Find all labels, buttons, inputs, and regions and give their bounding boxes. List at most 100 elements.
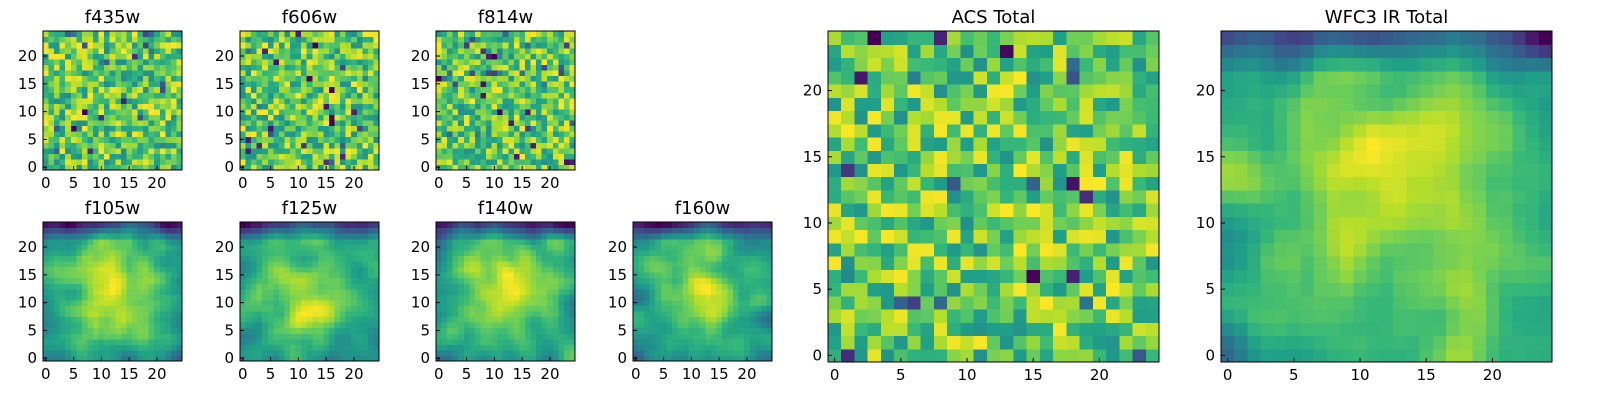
heatmap-cell — [143, 310, 150, 318]
heatmap-cell — [273, 92, 280, 99]
heatmap-cell — [306, 305, 313, 312]
heatmap-cell — [165, 255, 172, 262]
heatmap-cell — [351, 316, 358, 323]
heatmap-cell — [81, 349, 89, 357]
heatmap-cell — [317, 125, 324, 132]
heatmap-cell — [131, 238, 139, 245]
heatmap-cell — [262, 299, 269, 306]
heatmap-cell — [660, 299, 667, 306]
heatmap-cell — [1092, 189, 1107, 204]
heatmap-cell — [452, 86, 459, 93]
heatmap-cell — [290, 305, 297, 312]
heatmap-cell — [649, 299, 656, 306]
heatmap-cell — [295, 294, 302, 301]
heatmap-cell — [973, 269, 988, 284]
heatmap-cell — [267, 238, 274, 245]
heatmap-cell — [104, 136, 111, 143]
heatmap-cell — [137, 294, 144, 301]
x-tick-label: 15 — [710, 365, 729, 383]
heatmap-cell — [54, 119, 61, 127]
heatmap-cell — [480, 147, 487, 154]
heatmap-cell — [109, 222, 116, 229]
heatmap-cell — [278, 283, 286, 290]
heatmap-cell — [154, 266, 161, 273]
heatmap-cell — [563, 338, 571, 345]
heatmap-cell — [93, 283, 100, 290]
heatmap-cell — [1039, 242, 1054, 257]
heatmap-cell — [284, 349, 291, 357]
heatmap-cell — [362, 305, 369, 312]
heatmap-cell — [48, 260, 55, 268]
heatmap-cell — [633, 294, 640, 301]
heatmap-cell — [81, 114, 89, 121]
heatmap-cell — [497, 260, 504, 268]
heatmap-cell — [115, 158, 122, 166]
heatmap-cell — [109, 338, 116, 345]
heatmap-cell — [649, 255, 656, 262]
heatmap-cell — [491, 238, 498, 245]
y-tick-label: 0 — [27, 349, 37, 367]
heatmap-cell — [744, 266, 751, 273]
heatmap-cell — [362, 86, 369, 93]
heatmap-cell — [54, 333, 61, 340]
heatmap-cell — [463, 233, 470, 240]
heatmap-cell — [755, 272, 762, 279]
heatmap-cell — [109, 344, 116, 351]
heatmap-cell — [126, 305, 133, 312]
heatmap-cell — [452, 283, 459, 290]
heatmap-cell — [284, 53, 291, 60]
heatmap-cell — [345, 108, 352, 115]
heatmap-cell — [126, 114, 133, 121]
heatmap-cell — [828, 242, 842, 257]
heatmap-cell — [256, 288, 263, 295]
heatmap-cell — [558, 158, 565, 166]
heatmap-cell — [480, 277, 487, 284]
heatmap-cell — [633, 344, 640, 351]
heatmap-cell — [524, 42, 532, 49]
heatmap-cell — [328, 108, 336, 115]
heatmap-cell — [671, 288, 679, 295]
heatmap-cell — [497, 249, 504, 256]
heatmap-cell — [323, 158, 330, 166]
x-tick-label: 0 — [238, 365, 248, 383]
heatmap-cell — [486, 64, 493, 71]
heatmap-cell — [312, 222, 319, 229]
heatmap-cell — [638, 338, 645, 345]
heatmap-cell — [524, 322, 532, 329]
heatmap-cell — [469, 81, 476, 88]
heatmap-cell — [760, 349, 768, 357]
heatmap-cell — [131, 344, 139, 351]
heatmap-cell — [547, 344, 554, 351]
heatmap-cell — [458, 125, 465, 132]
heatmap-cell — [563, 249, 571, 256]
heatmap-cell — [137, 344, 144, 351]
heatmap-cell — [284, 283, 291, 290]
heatmap-cell — [159, 316, 166, 323]
heatmap-cell — [148, 153, 155, 160]
heatmap-cell — [328, 299, 336, 306]
heatmap-cell — [362, 283, 369, 290]
heatmap-cell — [148, 86, 155, 93]
heatmap-cell — [65, 249, 72, 256]
heatmap-cell — [98, 158, 105, 166]
heatmap-cell — [373, 103, 380, 110]
heatmap-cell — [176, 260, 183, 268]
heatmap-cell — [530, 294, 537, 301]
heatmap-cell — [165, 69, 172, 77]
heatmap-cell — [683, 288, 690, 295]
heatmap-cell — [1145, 229, 1160, 244]
heatmap-cell — [766, 327, 773, 334]
heatmap-cell — [154, 31, 161, 38]
heatmap-cell — [373, 36, 380, 43]
heatmap-cell — [524, 69, 532, 77]
heatmap-cell — [76, 355, 83, 362]
heatmap-cell — [367, 333, 375, 340]
heatmap-cell — [480, 64, 487, 71]
heatmap-cell — [54, 53, 61, 60]
heatmap-cell — [251, 142, 258, 149]
heatmap-cell — [120, 86, 127, 93]
x-tick-label: 5 — [659, 365, 669, 383]
heatmap-cell — [491, 81, 498, 88]
heatmap-cell — [1013, 216, 1028, 231]
heatmap-cell — [54, 125, 61, 132]
